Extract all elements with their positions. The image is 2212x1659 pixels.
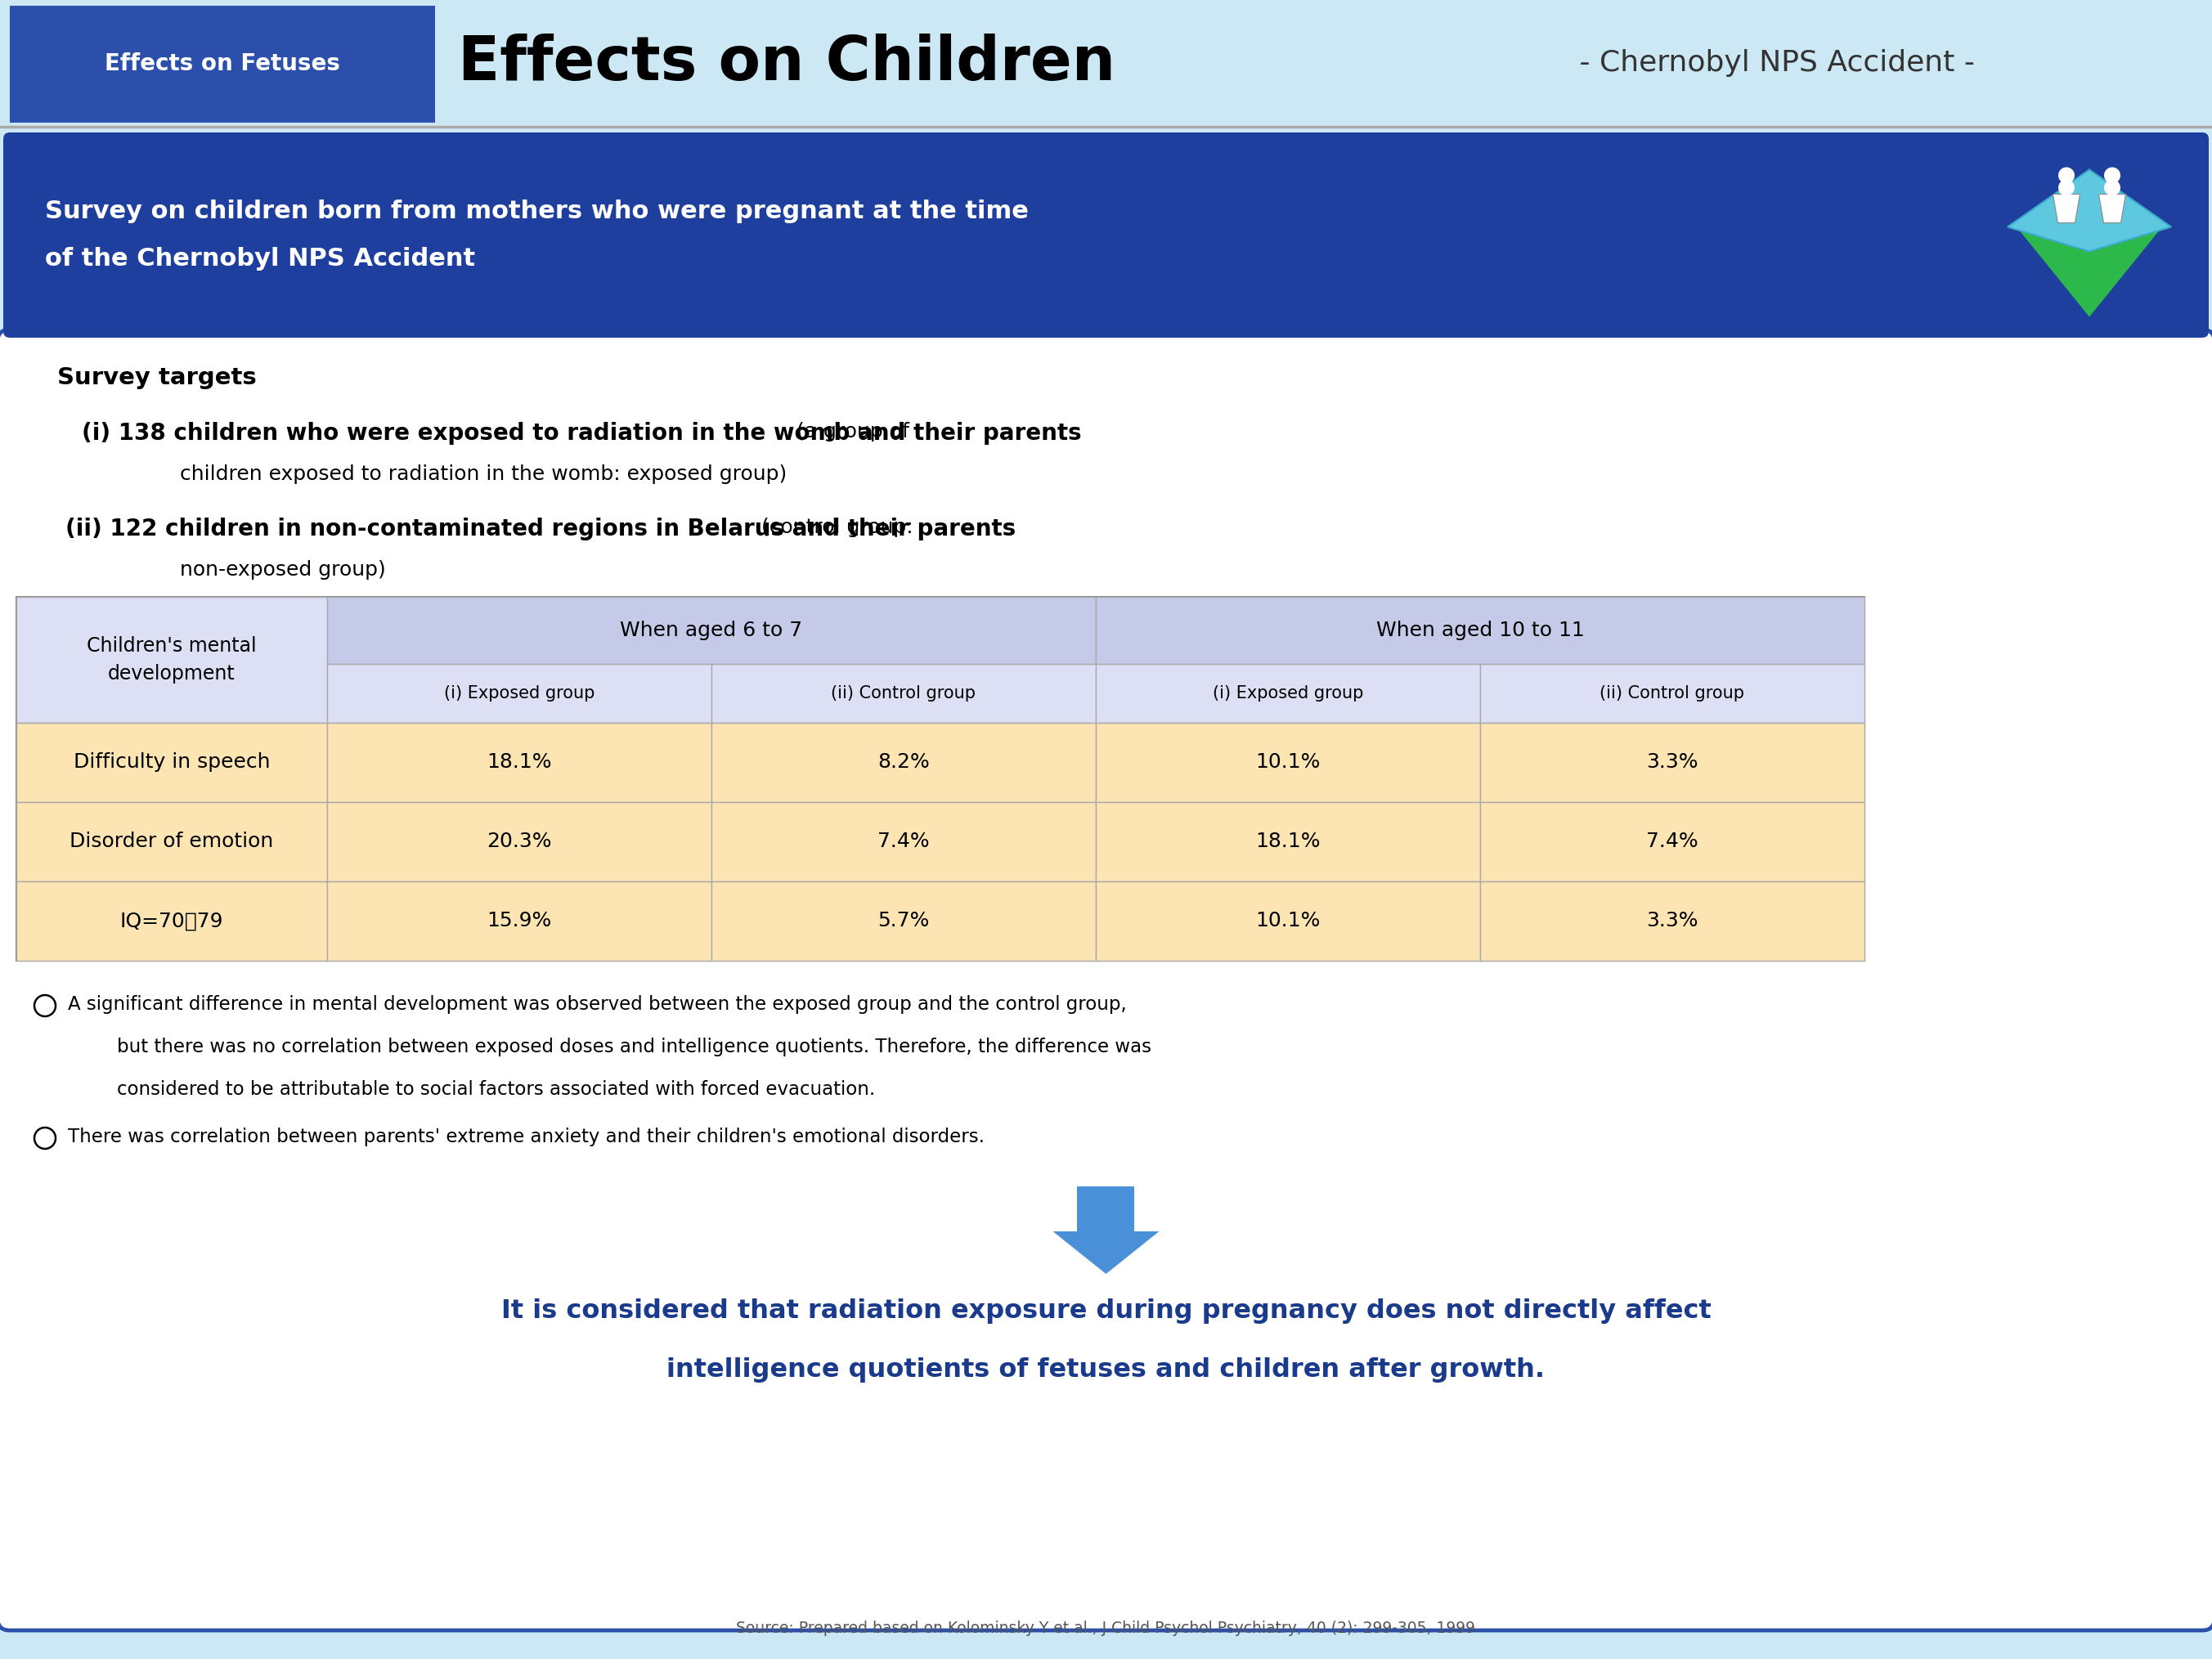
- Text: 15.9%: 15.9%: [487, 911, 551, 931]
- Polygon shape: [2020, 231, 2159, 317]
- Text: 7.4%: 7.4%: [1646, 831, 1699, 851]
- FancyBboxPatch shape: [15, 597, 1865, 961]
- FancyBboxPatch shape: [327, 597, 1095, 664]
- Text: (ii) 122 children in non-contaminated regions in Belarus and their parents: (ii) 122 children in non-contaminated re…: [66, 518, 1015, 541]
- FancyBboxPatch shape: [15, 801, 327, 881]
- Text: 8.2%: 8.2%: [878, 753, 929, 773]
- Text: 18.1%: 18.1%: [487, 753, 551, 773]
- Text: but there was no correlation between exposed doses and intelligence quotients. T: but there was no correlation between exp…: [117, 1037, 1152, 1057]
- Text: IQ=70〜79: IQ=70〜79: [119, 911, 223, 931]
- FancyBboxPatch shape: [1480, 723, 1865, 801]
- Text: (ii) Control group: (ii) Control group: [832, 685, 975, 702]
- Text: of the Chernobyl NPS Accident: of the Chernobyl NPS Accident: [44, 247, 476, 270]
- Text: 10.1%: 10.1%: [1256, 911, 1321, 931]
- Text: 3.3%: 3.3%: [1646, 911, 1699, 931]
- FancyBboxPatch shape: [327, 881, 712, 961]
- Polygon shape: [2099, 194, 2126, 222]
- Text: 20.3%: 20.3%: [487, 831, 551, 851]
- FancyBboxPatch shape: [1095, 664, 1480, 723]
- FancyBboxPatch shape: [712, 881, 1095, 961]
- FancyBboxPatch shape: [327, 664, 712, 723]
- FancyBboxPatch shape: [1095, 801, 1480, 881]
- Text: When aged 10 to 11: When aged 10 to 11: [1376, 620, 1584, 640]
- Circle shape: [2057, 168, 2075, 184]
- FancyBboxPatch shape: [15, 723, 327, 801]
- Text: There was correlation between parents' extreme anxiety and their children's emot: There was correlation between parents' e…: [69, 1128, 984, 1146]
- FancyBboxPatch shape: [1095, 881, 1480, 961]
- Text: Difficulty in speech: Difficulty in speech: [73, 753, 270, 773]
- Text: non-exposed group): non-exposed group): [179, 561, 385, 579]
- FancyBboxPatch shape: [1077, 1186, 1135, 1231]
- FancyBboxPatch shape: [15, 597, 327, 723]
- Text: Survey targets: Survey targets: [58, 367, 257, 390]
- Polygon shape: [2008, 169, 2172, 252]
- Text: (i) Exposed group: (i) Exposed group: [445, 685, 595, 702]
- Text: Survey on children born from mothers who were pregnant at the time: Survey on children born from mothers who…: [44, 199, 1029, 224]
- Text: 18.1%: 18.1%: [1256, 831, 1321, 851]
- FancyBboxPatch shape: [0, 330, 2212, 1631]
- Text: Children's mental
development: Children's mental development: [86, 637, 257, 684]
- FancyBboxPatch shape: [712, 664, 1095, 723]
- Text: intelligence quotients of fetuses and children after growth.: intelligence quotients of fetuses and ch…: [666, 1357, 1546, 1382]
- Circle shape: [2104, 168, 2121, 184]
- Polygon shape: [2053, 194, 2079, 222]
- Circle shape: [2104, 179, 2121, 196]
- FancyBboxPatch shape: [327, 801, 712, 881]
- FancyBboxPatch shape: [712, 801, 1095, 881]
- Text: (i) Exposed group: (i) Exposed group: [1212, 685, 1363, 702]
- Text: Effects on Fetuses: Effects on Fetuses: [104, 51, 341, 75]
- FancyBboxPatch shape: [15, 881, 327, 961]
- Text: (i) 138 children who were exposed to radiation in the womb and their parents: (i) 138 children who were exposed to rad…: [82, 421, 1082, 445]
- Text: Source: Prepared based on Kolominsky Y et al., J Child Psychol Psychiatry, 40 (2: Source: Prepared based on Kolominsky Y e…: [737, 1621, 1475, 1636]
- FancyBboxPatch shape: [327, 723, 712, 801]
- Text: (a group of: (a group of: [796, 421, 909, 441]
- FancyBboxPatch shape: [712, 723, 1095, 801]
- Text: - Chernobyl NPS Accident -: - Chernobyl NPS Accident -: [1571, 50, 1975, 78]
- Circle shape: [2057, 179, 2075, 196]
- FancyBboxPatch shape: [1095, 723, 1480, 801]
- FancyBboxPatch shape: [1480, 881, 1865, 961]
- Text: Effects on Children: Effects on Children: [458, 33, 1115, 93]
- Text: 5.7%: 5.7%: [878, 911, 929, 931]
- Text: (control group:: (control group:: [761, 518, 914, 538]
- FancyBboxPatch shape: [1480, 664, 1865, 723]
- FancyBboxPatch shape: [1480, 801, 1865, 881]
- FancyBboxPatch shape: [2, 133, 2210, 338]
- Text: 3.3%: 3.3%: [1646, 753, 1699, 773]
- Text: considered to be attributable to social factors associated with forced evacuatio: considered to be attributable to social …: [117, 1080, 876, 1098]
- Text: A significant difference in mental development was observed between the exposed : A significant difference in mental devel…: [69, 995, 1126, 1014]
- Text: 10.1%: 10.1%: [1256, 753, 1321, 773]
- Text: It is considered that radiation exposure during pregnancy does not directly affe: It is considered that radiation exposure…: [500, 1299, 1712, 1324]
- Text: (ii) Control group: (ii) Control group: [1599, 685, 1745, 702]
- Text: When aged 6 to 7: When aged 6 to 7: [619, 620, 803, 640]
- Text: 7.4%: 7.4%: [878, 831, 929, 851]
- FancyBboxPatch shape: [1095, 597, 1865, 664]
- Polygon shape: [1053, 1231, 1159, 1274]
- Text: children exposed to radiation in the womb: exposed group): children exposed to radiation in the wom…: [179, 465, 787, 484]
- Text: Disorder of emotion: Disorder of emotion: [71, 831, 274, 851]
- FancyBboxPatch shape: [9, 5, 436, 123]
